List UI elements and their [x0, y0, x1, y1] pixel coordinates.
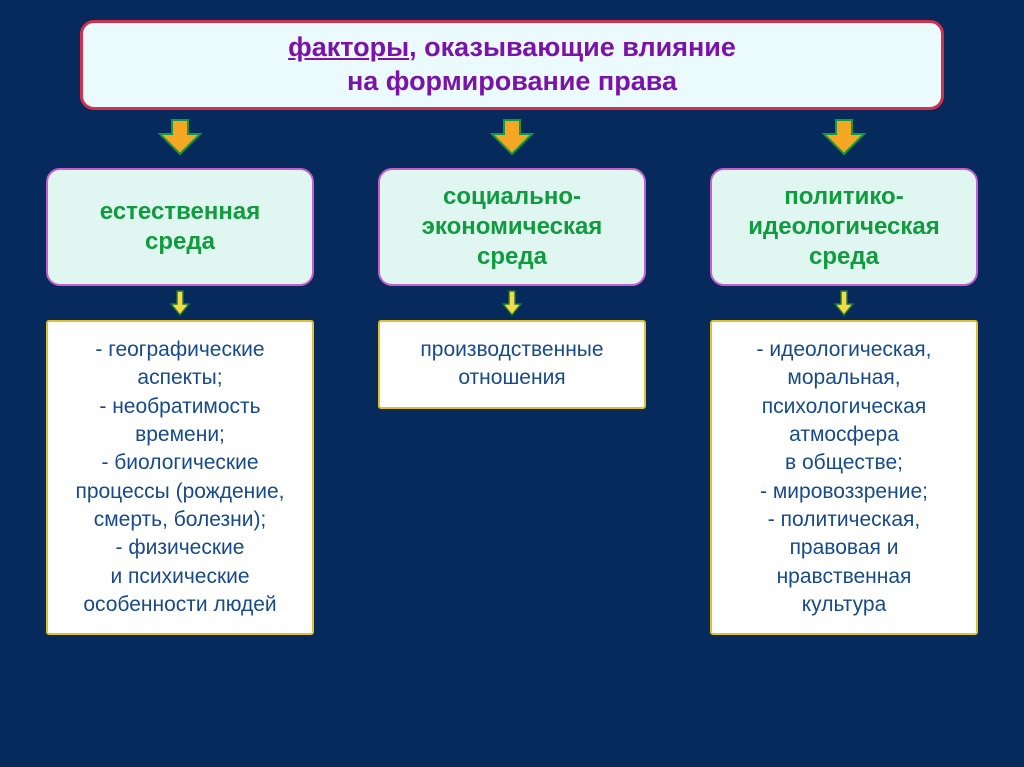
small-arrow-down-icon: [502, 290, 522, 316]
category-label: политико-идеологическаясреда: [748, 182, 939, 272]
detail-text: - идеологическая,моральная,психологическ…: [757, 338, 932, 616]
small-arrow-down-icon: [834, 290, 854, 316]
category-box-political-ideological: политико-идеологическаясреда: [710, 168, 978, 286]
title-box: факторы, оказывающие влияние на формиров…: [80, 20, 944, 110]
small-arrow-down-icon: [170, 290, 190, 316]
arrow-down-icon: [490, 118, 534, 156]
title-rest1: , оказывающие влияние: [409, 32, 736, 62]
category-label: социально-экономическаясреда: [422, 182, 603, 272]
title-line1: факторы, оказывающие влияние: [288, 31, 736, 65]
detail-box-political-ideological: - идеологическая,моральная,психологическ…: [710, 320, 978, 635]
category-box-social-economic: социально-экономическаясреда: [378, 168, 646, 286]
title-line2: на формирование права: [347, 65, 677, 99]
category-box-natural: естественнаясреда: [46, 168, 314, 286]
detail-text: производственныеотношения: [420, 338, 603, 389]
arrow-down-icon: [158, 118, 202, 156]
detail-text: - географическиеаспекты;- необратимостьв…: [75, 338, 284, 616]
title-underlined: факторы: [288, 32, 409, 62]
category-label: естественнаясреда: [100, 197, 260, 257]
detail-box-natural: - географическиеаспекты;- необратимостьв…: [46, 320, 314, 635]
arrow-down-icon: [822, 118, 866, 156]
detail-box-social-economic: производственныеотношения: [378, 320, 646, 409]
